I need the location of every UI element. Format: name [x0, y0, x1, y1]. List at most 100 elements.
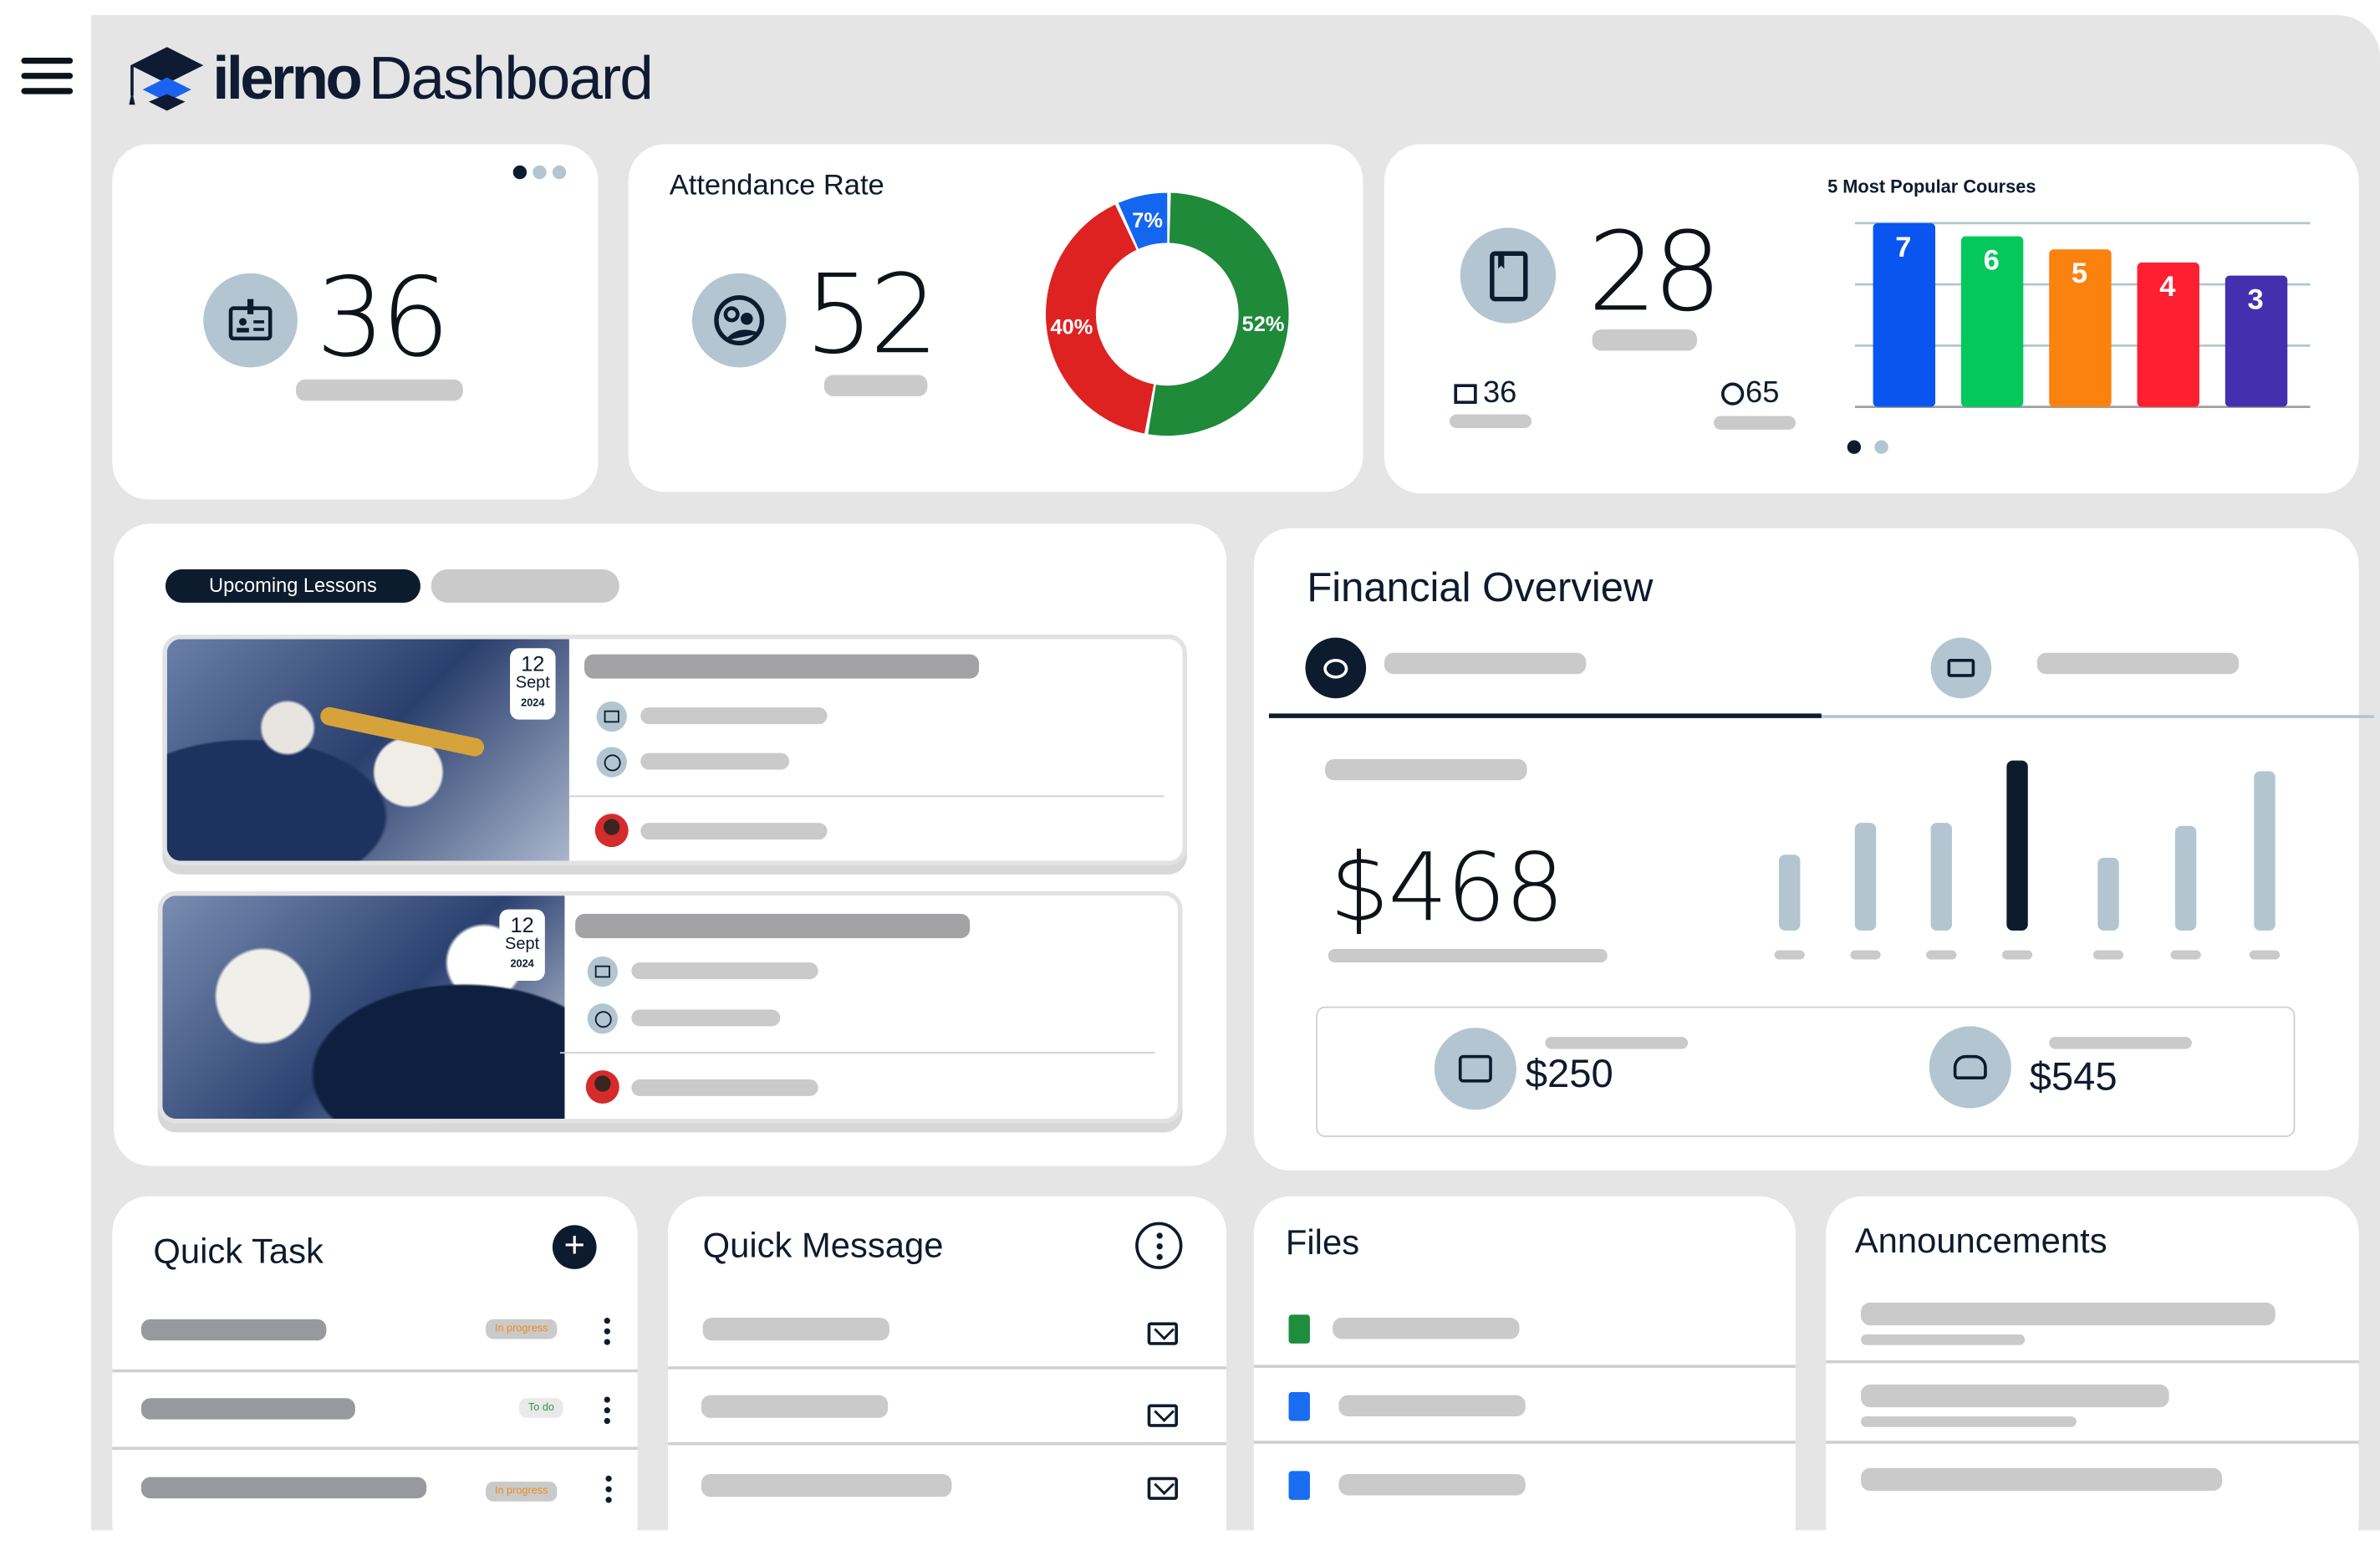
teachers-value: 65 [1746, 376, 1780, 411]
stat-value: 36 [315, 253, 451, 381]
file-name-placeholder[interactable] [1338, 1395, 1526, 1417]
divider [1826, 1441, 2359, 1444]
file-name-placeholder[interactable] [1333, 1318, 1520, 1339]
spreadsheet-file-icon[interactable] [1288, 1314, 1310, 1344]
announcement-placeholder[interactable] [1861, 1302, 2276, 1326]
attendance-value: 52 [804, 250, 939, 379]
lesson-detail-placeholder [631, 962, 818, 980]
teachers-count: 65 [1721, 376, 1779, 411]
financial-bar-label-placeholder [2249, 950, 2281, 960]
announcement-placeholder[interactable] [1861, 1384, 2169, 1408]
carousel-dot-active[interactable] [1847, 440, 1862, 454]
book-icon [1460, 227, 1557, 324]
stats-card: 36 [112, 144, 599, 500]
financial-bar[interactable] [1779, 854, 1801, 931]
document-file-icon[interactable] [1288, 1391, 1310, 1421]
carousel-dot[interactable] [1874, 440, 1888, 454]
divider [1253, 1441, 1796, 1444]
more-options-button[interactable] [1135, 1222, 1183, 1269]
bar [2225, 275, 2288, 407]
lesson-card[interactable]: 12 Sept 2024 [157, 890, 1183, 1124]
financial-bar[interactable] [2006, 760, 2028, 931]
tab-label-placeholder[interactable] [1384, 652, 1587, 675]
piggy-bank-tab-icon[interactable] [1305, 637, 1367, 699]
donut-slice [1046, 204, 1154, 434]
message-placeholder [702, 1318, 890, 1341]
cash-tab-icon[interactable] [1930, 637, 1992, 699]
mail-icon[interactable] [1147, 1477, 1178, 1500]
carousel-dot[interactable] [552, 165, 567, 180]
bar-value-label: 3 [2248, 284, 2264, 316]
quick-task-title: Quick Task [153, 1231, 324, 1271]
task-placeholder [140, 1319, 327, 1341]
financial-bar-label-placeholder [1774, 950, 1805, 960]
document-file-icon[interactable] [1288, 1471, 1310, 1500]
task-placeholder [140, 1477, 427, 1499]
bar [2049, 249, 2112, 407]
add-task-button[interactable]: + [552, 1225, 597, 1269]
attendance-title: Attendance Rate [669, 170, 884, 202]
lesson-date: 12 Sept 2024 [499, 909, 545, 981]
carousel-dot-active[interactable] [512, 165, 527, 180]
stat-label-placeholder [296, 379, 463, 401]
students-value: 36 [1482, 376, 1517, 411]
teachers-label-placeholder [1713, 416, 1796, 430]
divider [568, 795, 1165, 798]
file-name-placeholder[interactable] [1338, 1474, 1526, 1496]
lesson-title-placeholder [575, 914, 971, 939]
financial-overview-card: Financial Overview $468 $250 $545 [1253, 528, 2374, 1171]
announcement-placeholder[interactable] [1861, 1467, 2223, 1492]
more-options-icon[interactable] [604, 1318, 610, 1349]
announcements-title: Announcements [1854, 1220, 2107, 1261]
quick-message-title: Quick Message [702, 1225, 944, 1265]
task-status-badge: To do [518, 1398, 563, 1418]
attendance-card: Attendance Rate 52 52% 40% 7% [628, 144, 1363, 492]
teacher-name-placeholder [631, 1079, 818, 1096]
task-status-badge: In progress [486, 1482, 558, 1502]
bar-value-label: 7 [1895, 232, 1911, 263]
financial-bar[interactable] [2254, 770, 2276, 931]
more-options-icon[interactable] [604, 1396, 610, 1428]
mail-icon[interactable] [1147, 1404, 1178, 1427]
financial-bar[interactable] [2097, 857, 2119, 931]
hamburger-menu-icon[interactable] [21, 57, 74, 97]
expense-label-placeholder [2049, 1037, 2192, 1049]
divider [112, 1446, 638, 1450]
bar [1873, 222, 1936, 407]
divider [1826, 1359, 2359, 1364]
income-value: $250 [1525, 1050, 1613, 1096]
students-count: 36 [1454, 376, 1516, 411]
financial-bar-label-placeholder [2001, 950, 2033, 960]
attendance-donut-chart: 52% 40% 7% [1046, 192, 1289, 436]
divider [1253, 1365, 1796, 1368]
logo[interactable]: ilerno Dashboard [128, 44, 654, 115]
bar [2137, 262, 2199, 407]
financial-bar-label-placeholder [1926, 950, 1957, 960]
financial-bar[interactable] [1854, 823, 1877, 931]
bar-value-label: 4 [2159, 271, 2175, 303]
clock-icon [587, 1003, 618, 1034]
divider [667, 1441, 1227, 1446]
mail-icon[interactable] [1147, 1322, 1178, 1345]
financial-bar[interactable] [2174, 824, 2197, 931]
courses-label-placeholder [1592, 329, 1697, 351]
lesson-date: 12 Sept 2024 [510, 648, 556, 720]
task-placeholder [140, 1398, 355, 1420]
more-options-icon[interactable] [605, 1475, 612, 1507]
teacher-avatar [594, 814, 629, 848]
tab-label-placeholder[interactable] [2036, 652, 2240, 675]
tab-placeholder[interactable] [431, 569, 619, 603]
carousel-dot[interactable] [533, 165, 547, 180]
tab-upcoming-lessons[interactable]: Upcoming Lessons [165, 569, 420, 603]
donut-slice [1148, 192, 1289, 436]
divider [112, 1369, 638, 1373]
financial-bar-label-placeholder [2092, 950, 2124, 960]
id-badge-icon [203, 273, 298, 368]
users-circle-icon [691, 273, 787, 368]
financial-bar[interactable] [1930, 823, 1952, 931]
donut-slice-label: 7% [1132, 209, 1163, 232]
lesson-card[interactable]: 12 Sept 2024 [162, 634, 1187, 865]
users-small-icon [1721, 382, 1745, 406]
lesson-image-pianist [162, 895, 565, 1120]
